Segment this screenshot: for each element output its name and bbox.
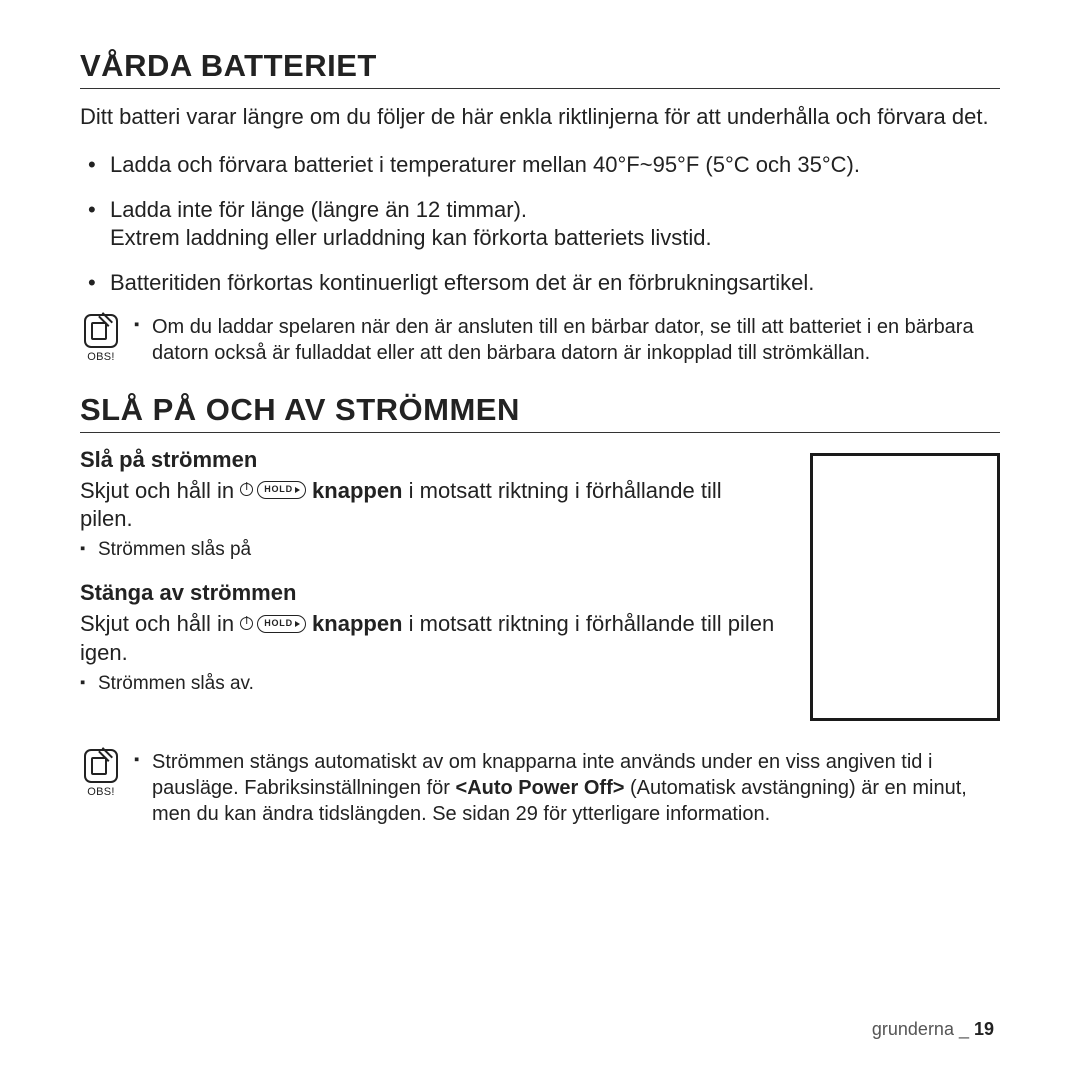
power-off-heading: Stänga av strömmen bbox=[80, 580, 780, 606]
text: Skjut och håll in bbox=[80, 611, 240, 636]
power-on-text: Skjut och håll in HOLD knappen i motsatt… bbox=[80, 477, 780, 534]
hold-icon: HOLD bbox=[257, 481, 306, 499]
text-bold: <Auto Power Off> bbox=[456, 777, 625, 799]
text: Skjut och håll in bbox=[80, 478, 240, 503]
bullet-line: Ladda inte för länge (längre än 12 timma… bbox=[110, 197, 527, 222]
result-item: Strömmen slås på bbox=[80, 538, 780, 563]
note-item: Strömmen stängs automatiskt av om knappa… bbox=[134, 749, 1000, 827]
page-number: 19 bbox=[974, 1019, 994, 1039]
text-bold: knappen bbox=[312, 478, 402, 503]
note-list: Strömmen stängs automatiskt av om knappa… bbox=[134, 749, 1000, 831]
bullet-line: Extrem laddning eller urladdning kan för… bbox=[110, 225, 712, 250]
text-bold: knappen bbox=[312, 611, 402, 636]
device-illustration bbox=[810, 453, 1000, 721]
bullet-item: Ladda inte för länge (längre än 12 timma… bbox=[88, 196, 1000, 253]
note-item: Om du laddar spelaren när den är anslute… bbox=[134, 314, 1000, 366]
result-list: Strömmen slås på bbox=[80, 538, 780, 563]
note-block: OBS! Om du laddar spelaren när den är an… bbox=[80, 314, 1000, 370]
power-icon bbox=[240, 483, 253, 496]
battery-bullets: Ladda och förvara batteriet i temperatur… bbox=[88, 151, 1000, 297]
section-title-power: SLÅ PÅ OCH AV STRÖMMEN bbox=[80, 392, 1000, 433]
hold-button-graphic: HOLD bbox=[240, 481, 306, 499]
power-on-block: Slå på strömmen Skjut och håll in HOLD k… bbox=[80, 447, 780, 563]
battery-intro: Ditt batteri varar längre om du följer d… bbox=[80, 103, 1000, 131]
power-on-heading: Slå på strömmen bbox=[80, 447, 780, 473]
page-footer: grunderna _ 19 bbox=[872, 1019, 994, 1040]
hold-icon: HOLD bbox=[257, 615, 306, 633]
bullet-item: Batteritiden förkortas kontinuerligt eft… bbox=[88, 269, 1000, 298]
play-icon bbox=[295, 621, 300, 627]
note-icon-wrap: OBS! bbox=[80, 749, 122, 798]
result-list: Strömmen slås av. bbox=[80, 672, 780, 697]
note-label: OBS! bbox=[87, 351, 115, 363]
note-icon-wrap: OBS! bbox=[80, 314, 122, 363]
footer-label: grunderna _ bbox=[872, 1019, 974, 1039]
power-off-text: Skjut och håll in HOLD knappen i motsatt… bbox=[80, 610, 780, 667]
result-item: Strömmen slås av. bbox=[80, 672, 780, 697]
note-icon bbox=[84, 749, 118, 783]
note-icon bbox=[84, 314, 118, 348]
hold-label: HOLD bbox=[264, 618, 293, 630]
bullet-item: Ladda och förvara batteriet i temperatur… bbox=[88, 151, 1000, 180]
section-title-battery: VÅRDA BATTERIET bbox=[80, 48, 1000, 89]
note-block: OBS! Strömmen stängs automatiskt av om k… bbox=[80, 749, 1000, 831]
power-icon bbox=[240, 617, 253, 630]
note-list: Om du laddar spelaren när den är anslute… bbox=[134, 314, 1000, 370]
note-label: OBS! bbox=[87, 786, 115, 798]
hold-button-graphic: HOLD bbox=[240, 615, 306, 633]
play-icon bbox=[295, 487, 300, 493]
power-off-block: Stänga av strömmen Skjut och håll in HOL… bbox=[80, 580, 780, 696]
hold-label: HOLD bbox=[264, 484, 293, 496]
